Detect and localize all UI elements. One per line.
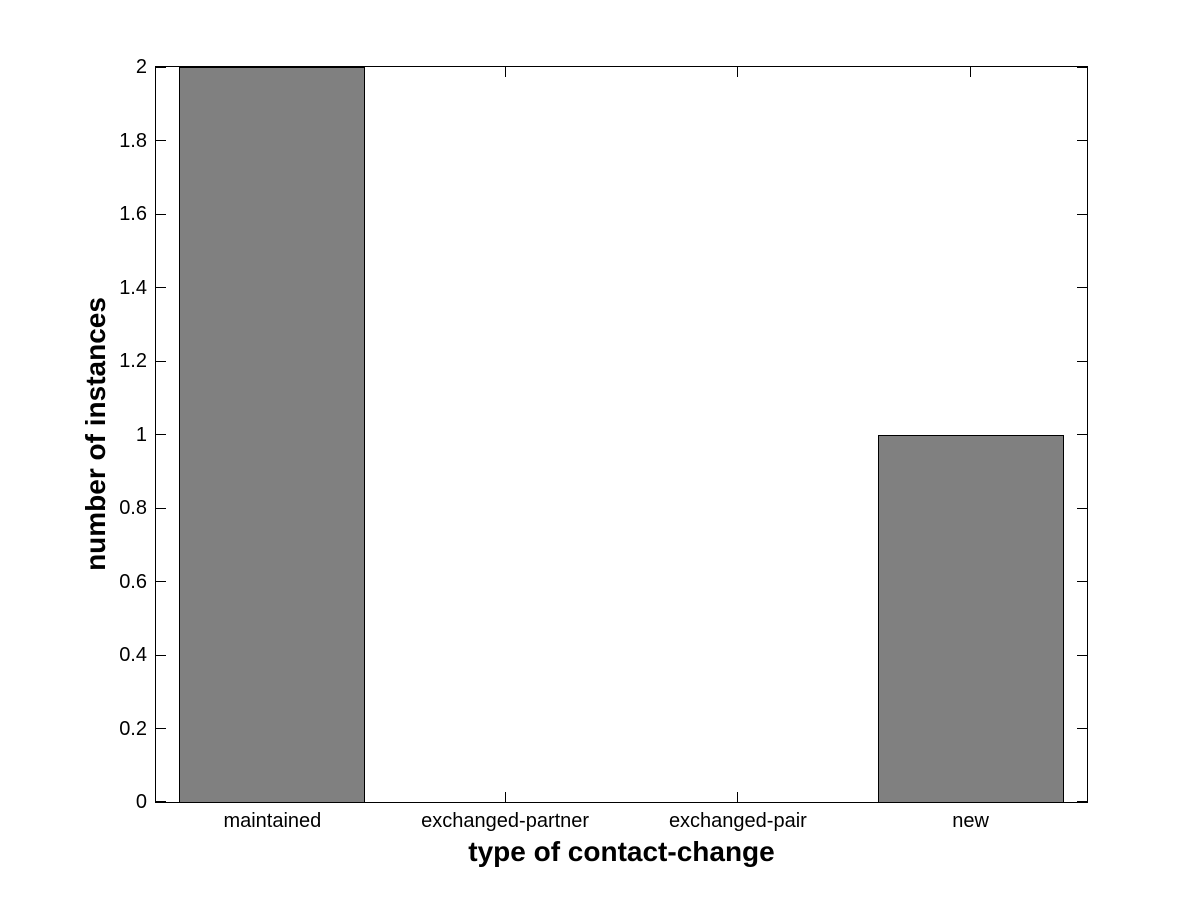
y-tick-right <box>1077 287 1087 288</box>
y-tick-left <box>156 801 166 802</box>
y-tick-left <box>156 213 166 215</box>
x-axis-label: type of contact-change <box>468 836 775 867</box>
y-tick-left <box>156 654 166 656</box>
y-tick-label: 1.6 <box>119 203 147 225</box>
y-tick-left <box>156 434 166 435</box>
y-tick-label: 0.2 <box>119 717 147 740</box>
y-tick-label: 0.4 <box>119 644 147 666</box>
y-tick-right <box>1077 801 1087 802</box>
y-tick-label: 1.8 <box>119 129 147 152</box>
x-tick-top <box>970 67 972 77</box>
y-tick-right <box>1077 434 1087 435</box>
y-tick-left <box>156 507 166 509</box>
y-tick-right <box>1077 213 1087 215</box>
plot-area <box>155 66 1088 803</box>
y-tick-label: 1.2 <box>119 350 147 372</box>
y-tick-left <box>156 287 166 288</box>
bar-maintained <box>179 67 366 802</box>
y-tick-left <box>156 360 166 362</box>
y-tick-right <box>1077 67 1087 68</box>
y-axis-label: number of instances <box>80 297 111 571</box>
x-tick-top <box>504 67 506 77</box>
y-tick-label: 1.4 <box>119 276 147 299</box>
y-tick-label: 0.6 <box>119 570 147 593</box>
y-tick-left <box>156 67 166 68</box>
x-tick-bottom <box>737 792 739 802</box>
x-tick-label: maintained <box>223 810 322 832</box>
y-tick-right <box>1077 507 1087 509</box>
y-tick-right <box>1077 654 1087 656</box>
y-tick-left <box>156 728 166 729</box>
x-tick-label: new <box>952 810 989 832</box>
bar-new <box>877 434 1064 802</box>
x-tick-label: exchanged-pair <box>668 810 807 832</box>
y-tick-right <box>1077 728 1087 729</box>
y-tick-label: 0.8 <box>119 497 147 519</box>
y-tick-right <box>1077 581 1087 582</box>
x-tick-top <box>737 67 739 77</box>
y-tick-label: 0 <box>135 791 147 813</box>
y-tick-right <box>1077 360 1087 362</box>
y-tick-left <box>156 581 166 582</box>
x-tick-bottom <box>504 792 506 802</box>
y-tick-right <box>1077 140 1087 141</box>
y-tick-left <box>156 140 166 141</box>
y-tick-label: 1 <box>135 423 147 446</box>
x-tick-label: exchanged-partner <box>421 810 590 832</box>
y-tick-label: 2 <box>135 56 147 78</box>
